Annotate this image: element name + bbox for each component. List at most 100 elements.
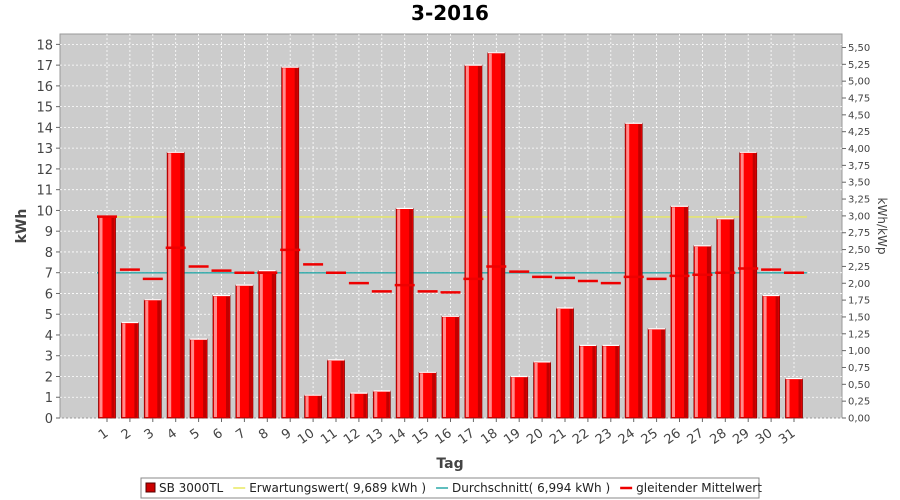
x-tick-label: 28 <box>707 426 729 448</box>
x-tick-label: 24 <box>616 426 638 448</box>
bar <box>166 151 185 419</box>
x-tick-label: 2 <box>119 426 134 443</box>
y2-tick-label: 2,25 <box>848 262 870 273</box>
y2-tick-label: 4,75 <box>848 94 870 105</box>
bar-highlight <box>580 346 584 417</box>
y-tick-label: 17 <box>36 59 53 74</box>
x-tick-label: 21 <box>547 426 569 448</box>
y2-tick-label: 5,25 <box>848 60 870 71</box>
bar-shade <box>363 394 367 417</box>
y2-tick-label: 3,25 <box>848 195 870 206</box>
bar <box>212 294 231 419</box>
bar-highlight <box>236 286 240 417</box>
y-tick-label: 7 <box>45 267 53 282</box>
bar <box>762 294 780 419</box>
y-tick-label: 18 <box>36 38 53 53</box>
bar-highlight <box>672 207 675 417</box>
bar-highlight <box>786 379 790 417</box>
bar <box>624 122 643 419</box>
legend-box <box>140 477 760 499</box>
bars <box>98 52 803 419</box>
bar <box>556 307 574 419</box>
bar <box>785 377 803 419</box>
x-tick-label: 9 <box>279 426 294 443</box>
y2-tick-label: 2,50 <box>848 245 870 256</box>
bar <box>98 216 116 419</box>
y2-tick-label: 0,25 <box>848 397 870 408</box>
bar-highlight <box>694 246 698 417</box>
bar-highlight <box>649 329 653 417</box>
bar <box>533 361 551 419</box>
bar-shade <box>248 286 252 417</box>
bar <box>349 392 368 419</box>
y-tick-label: 13 <box>36 142 53 157</box>
x-axis-ticks: 1 2 3 4 5 6 7 8 9 10 11 12 13 14 15 16 17 18 19 20 21 22 23 24 2… <box>96 418 798 448</box>
x-tick-label: 11 <box>318 426 340 448</box>
x-tick-label: 23 <box>593 426 615 448</box>
bar-highlight <box>374 392 378 417</box>
bar <box>121 321 139 419</box>
y2-tick-label: 2,75 <box>848 228 870 239</box>
bar-highlight <box>763 296 767 417</box>
bar-shade <box>523 377 527 417</box>
bar-shade <box>661 329 665 417</box>
bar-highlight <box>557 308 561 417</box>
y2-tick-label: 2,00 <box>848 279 870 290</box>
bar-highlight <box>168 153 172 417</box>
x-tick-label: 5 <box>188 426 203 443</box>
y-tick-label: 6 <box>45 287 53 302</box>
y2-tick-label: 4,00 <box>848 144 870 155</box>
bar <box>372 390 391 419</box>
y-tick-label: 0 <box>45 412 53 427</box>
bar-shade <box>157 300 161 417</box>
bar-shade <box>546 362 550 417</box>
bar-shade <box>386 392 390 417</box>
x-tick-label: 18 <box>478 426 500 448</box>
y-tick-label: 10 <box>36 204 53 219</box>
bar <box>487 52 506 419</box>
bar <box>304 394 323 419</box>
bar-highlight <box>122 323 126 417</box>
x-tick-label: 15 <box>410 426 432 448</box>
y-tick-label: 9 <box>45 225 53 240</box>
x-tick-label: 17 <box>456 426 478 448</box>
bar-highlight <box>397 209 401 417</box>
bar-shade <box>226 296 229 417</box>
bar-shade <box>317 396 321 417</box>
x-tick-label: 29 <box>730 426 752 448</box>
bar-highlight <box>488 53 492 417</box>
bar-highlight <box>328 360 332 417</box>
bar <box>647 328 666 419</box>
y2-axis-ticks: 0,00 0,25 0,50 0,75 1,00 1,25 1,50 1,75 2,00 2,25… <box>842 43 870 425</box>
x-tick-label: 1 <box>96 426 111 443</box>
y-tick-label: 4 <box>45 329 53 344</box>
y-tick-label: 12 <box>36 163 53 178</box>
bar-shade <box>615 346 619 417</box>
bar <box>510 375 529 419</box>
bar-highlight <box>626 124 630 417</box>
bar <box>189 338 208 419</box>
bar <box>739 151 758 419</box>
bar <box>418 371 437 419</box>
y2-tick-label: 4,50 <box>848 110 870 121</box>
bar <box>693 245 712 419</box>
bar-shade <box>432 373 436 417</box>
y-tick-label: 1 <box>45 391 53 406</box>
bar <box>395 207 414 419</box>
bar-highlight <box>214 296 217 417</box>
bar-shade <box>752 153 756 417</box>
bar-highlight <box>145 300 149 417</box>
bar <box>235 284 254 419</box>
bar <box>258 270 277 419</box>
bar-highlight <box>534 362 538 417</box>
x-tick-label: 19 <box>501 426 523 448</box>
bar-shade <box>180 153 184 417</box>
legend: SB 3000TL Erwartungswert( 9,689 kWh ) Durc… <box>145 481 762 495</box>
x-tick-label: 8 <box>256 426 271 443</box>
moving-average-markers <box>97 215 804 294</box>
bar <box>464 64 483 419</box>
x-tick-label: 31 <box>776 426 798 448</box>
bar-shade <box>477 66 481 417</box>
bar-shade <box>271 271 275 417</box>
